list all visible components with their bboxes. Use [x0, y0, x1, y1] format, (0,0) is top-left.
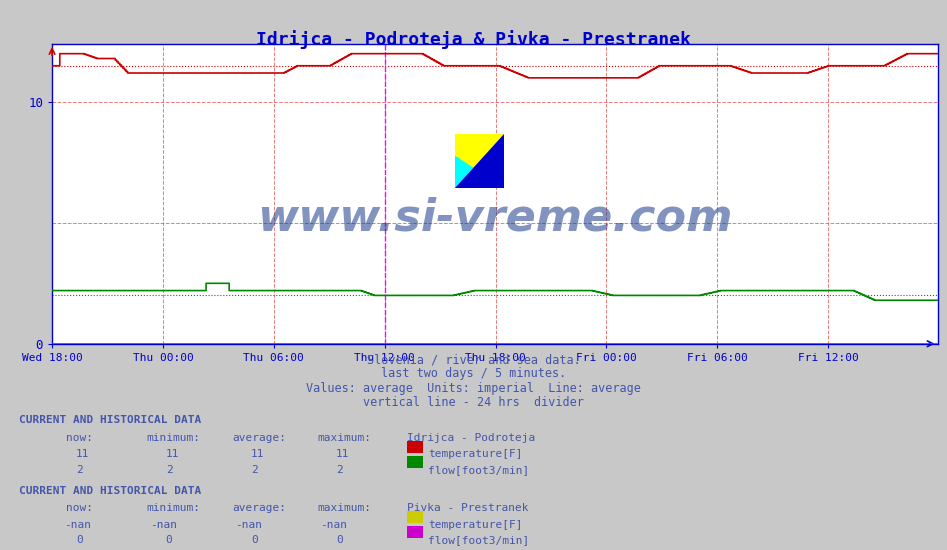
Text: 2: 2	[251, 465, 258, 475]
Text: 2: 2	[76, 465, 82, 475]
Text: 0: 0	[336, 535, 343, 545]
Text: Idrijca - Podroteja: Idrijca - Podroteja	[407, 433, 535, 443]
Text: Idrijca - Podroteja & Pivka - Prestranek: Idrijca - Podroteja & Pivka - Prestranek	[256, 30, 691, 50]
Text: 0: 0	[251, 535, 258, 545]
Text: 0: 0	[166, 535, 172, 545]
Text: Slovenia / river and sea data.: Slovenia / river and sea data.	[366, 353, 581, 366]
Text: maximum:: maximum:	[317, 433, 371, 443]
Polygon shape	[455, 156, 504, 188]
Text: 2: 2	[166, 465, 172, 475]
Text: 0: 0	[76, 535, 82, 545]
Text: 11: 11	[76, 449, 89, 459]
Text: -nan: -nan	[235, 520, 262, 530]
Text: now:: now:	[66, 433, 94, 443]
Text: -nan: -nan	[64, 520, 92, 530]
Text: 11: 11	[166, 449, 179, 459]
Text: flow[foot3/min]: flow[foot3/min]	[428, 535, 529, 545]
Text: minimum:: minimum:	[147, 433, 201, 443]
Polygon shape	[455, 134, 504, 188]
Text: 2: 2	[336, 465, 343, 475]
Text: -nan: -nan	[150, 520, 177, 530]
Polygon shape	[455, 134, 504, 188]
Text: maximum:: maximum:	[317, 503, 371, 513]
Text: www.si-vreme.com: www.si-vreme.com	[257, 196, 733, 239]
Text: 11: 11	[336, 449, 349, 459]
Text: CURRENT AND HISTORICAL DATA: CURRENT AND HISTORICAL DATA	[19, 486, 201, 496]
Text: last two days / 5 minutes.: last two days / 5 minutes.	[381, 367, 566, 381]
Text: vertical line - 24 hrs  divider: vertical line - 24 hrs divider	[363, 396, 584, 409]
Text: temperature[F]: temperature[F]	[428, 449, 523, 459]
Text: 11: 11	[251, 449, 264, 459]
Text: Pivka - Prestranek: Pivka - Prestranek	[407, 503, 528, 513]
Text: flow[foot3/min]: flow[foot3/min]	[428, 465, 529, 475]
Text: -nan: -nan	[320, 520, 348, 530]
Text: Values: average  Units: imperial  Line: average: Values: average Units: imperial Line: av…	[306, 382, 641, 395]
Text: now:: now:	[66, 503, 94, 513]
Text: CURRENT AND HISTORICAL DATA: CURRENT AND HISTORICAL DATA	[19, 415, 201, 425]
Text: minimum:: minimum:	[147, 503, 201, 513]
Text: average:: average:	[232, 433, 286, 443]
Text: temperature[F]: temperature[F]	[428, 520, 523, 530]
Text: average:: average:	[232, 503, 286, 513]
